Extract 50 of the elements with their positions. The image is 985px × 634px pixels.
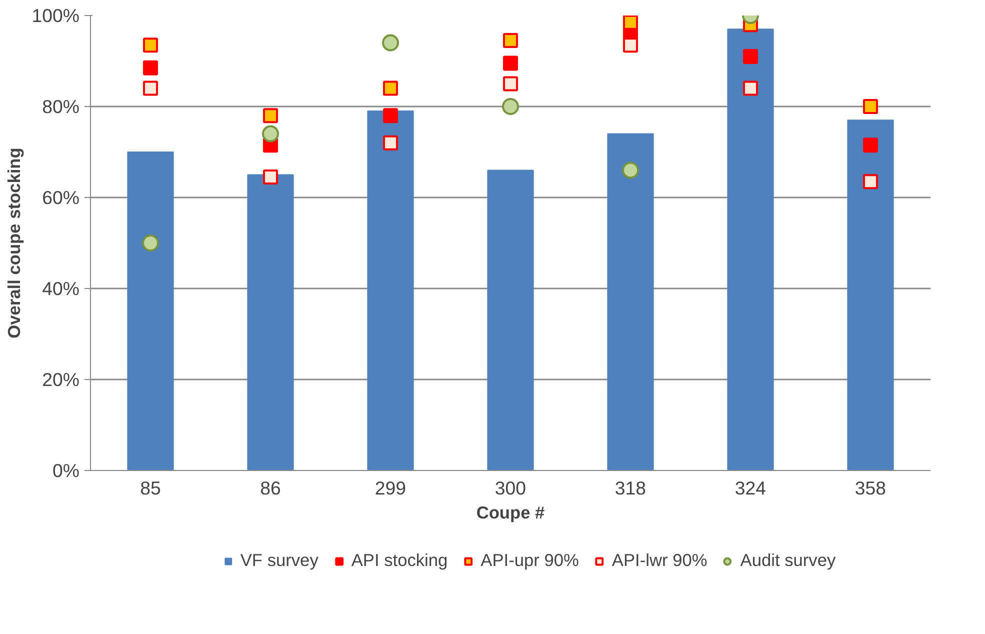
point (263, 108, 278, 124)
y-tick-label: 100% (32, 5, 80, 26)
legend-label: API-upr 90% (480, 550, 579, 571)
x-axis-title: Coupe # (476, 502, 546, 522)
bar (247, 174, 294, 470)
point (383, 135, 398, 150)
point (622, 162, 639, 179)
point (623, 16, 638, 30)
y-tick-label: 0% (52, 460, 80, 481)
point (383, 108, 398, 124)
y-tick-label: 60% (42, 187, 80, 208)
point (503, 56, 518, 71)
point (863, 174, 878, 190)
bar (127, 152, 174, 470)
point (503, 76, 518, 92)
bar (367, 110, 414, 470)
point (743, 48, 758, 64)
point (502, 98, 519, 115)
point (503, 33, 518, 48)
point (383, 80, 398, 96)
x-tick-label: 324 (734, 478, 766, 498)
x-tick-label: 318 (614, 478, 646, 498)
bar (727, 28, 774, 470)
point (142, 234, 159, 252)
x-tick-label: 299 (374, 478, 406, 498)
bar (487, 170, 534, 470)
y-tick-label: 20% (42, 369, 80, 390)
point (262, 125, 279, 142)
point (143, 60, 158, 76)
point (863, 138, 878, 153)
point (382, 34, 399, 52)
x-tick-label: 86 (260, 478, 281, 498)
x-tick-label: 300 (494, 478, 526, 498)
x-tick-label: 358 (854, 478, 886, 498)
y-tick-label: 80% (42, 96, 80, 117)
point (263, 170, 278, 185)
point (143, 38, 158, 53)
point (143, 80, 158, 96)
legend-label: API stocking (351, 550, 448, 571)
legend-label: Audit survey (740, 550, 836, 571)
legend-label: API-lwr 90% (612, 550, 708, 571)
x-tick-label: 85 (140, 478, 161, 498)
legend-label: VF survey (240, 550, 318, 571)
bar (847, 120, 894, 470)
y-axis-title: Overall coupe stocking (4, 148, 24, 338)
point (863, 99, 878, 114)
point (743, 80, 758, 96)
bar (607, 133, 654, 470)
point (623, 38, 638, 53)
y-tick-label: 40% (42, 278, 80, 299)
